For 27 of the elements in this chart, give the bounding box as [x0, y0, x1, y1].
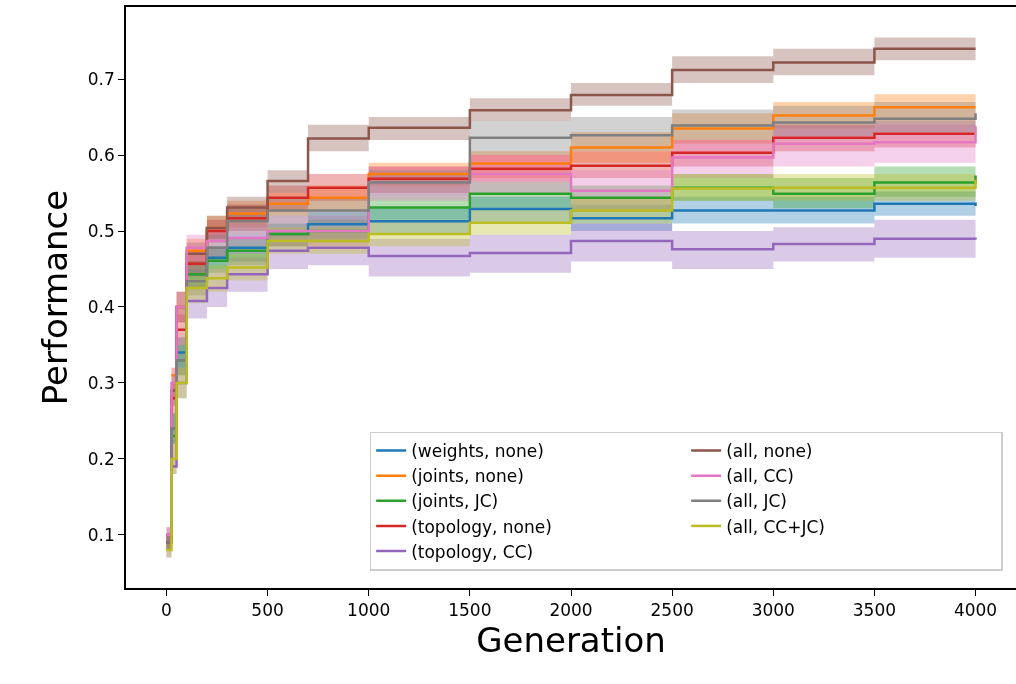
x-tick-label: 500: [251, 600, 284, 621]
legend-label: (joints, JC): [411, 491, 499, 512]
legend-label: (topology, CC): [411, 541, 534, 562]
x-tick-label: 0: [161, 600, 172, 621]
x-axis-title: Generation: [476, 620, 666, 661]
legend-label: (all, none): [726, 441, 813, 462]
x-tick-label: 1500: [448, 600, 492, 621]
y-tick-label: 0.6: [87, 145, 115, 166]
y-tick-label: 0.1: [87, 524, 115, 545]
x-tick-label: 3500: [852, 600, 897, 621]
x-tick-label: 4000: [953, 600, 998, 621]
legend-label: (weights, none): [411, 441, 544, 462]
legend-label: (all, JC): [726, 491, 787, 512]
y-tick-label: 0.4: [87, 296, 115, 317]
legend-label: (topology, none): [411, 516, 552, 537]
x-tick-label: 3000: [751, 600, 795, 621]
y-tick-label: 0.5: [87, 221, 115, 241]
legend-label: (all, CC): [726, 466, 794, 487]
y-tick-label: 0.2: [87, 448, 115, 469]
x-tick-label: 2500: [650, 600, 694, 621]
x-tick-label: 2000: [549, 600, 593, 621]
y-tick-label: 0.7: [87, 69, 115, 90]
legend-label: (all, CC+JC): [726, 516, 825, 537]
y-axis-title: Performance: [34, 189, 75, 406]
legend-label: (joints, none): [411, 466, 524, 487]
x-tick-label: 1000: [347, 600, 391, 621]
y-tick-label: 0.3: [87, 372, 115, 393]
